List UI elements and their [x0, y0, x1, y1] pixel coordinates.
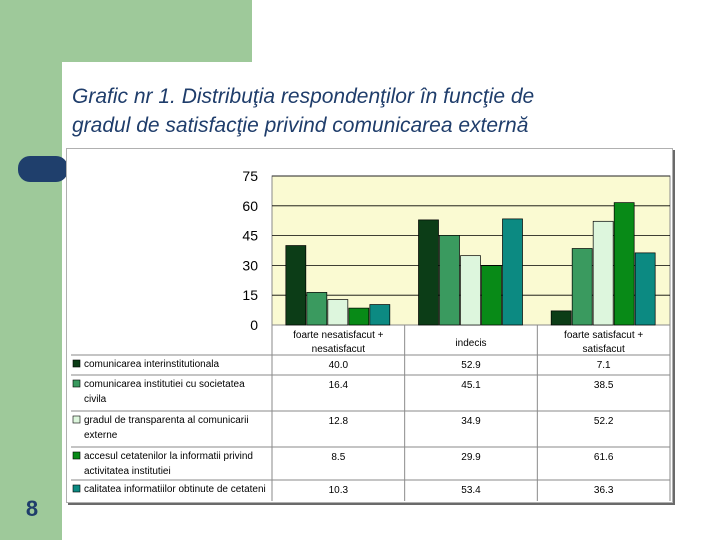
bar — [418, 219, 439, 326]
bar — [306, 292, 328, 326]
data-value-label: 38.5 — [594, 380, 614, 391]
legend-label: activitatea institutiei — [84, 466, 171, 477]
data-value-label: 53.4 — [461, 485, 481, 496]
legend-swatch — [72, 484, 81, 493]
y-tick-label: 75 — [242, 168, 258, 184]
data-value-label: 52.2 — [594, 416, 614, 427]
legend-label: calitatea informatiilor obtinute de ceta… — [84, 484, 266, 495]
category-label: foarte nesatisfacut + — [293, 330, 383, 341]
data-value-label: 34.9 — [461, 416, 481, 427]
bar — [634, 252, 656, 326]
y-tick-label: 45 — [242, 228, 258, 244]
bar — [285, 245, 307, 326]
category-label: satisfacut — [583, 344, 625, 355]
bar — [348, 307, 370, 326]
bar — [571, 248, 593, 326]
legend-label: externe — [84, 430, 118, 441]
slide-title-line-1: Grafic nr 1. Distribuţia respondenţilor … — [72, 85, 535, 108]
page-number: 8 — [25, 496, 39, 521]
y-tick-label: 30 — [242, 257, 258, 273]
legend-label: civila — [84, 394, 107, 405]
legend-swatch — [72, 359, 81, 368]
bar — [550, 310, 572, 326]
chart-frame: 0 15 30 45 60 75 foarte nesatisfacut + nesatisf… — [66, 148, 673, 503]
data-value-label: 12.8 — [329, 416, 349, 427]
slide-title-line-2: gradul de satisfacţie privind comunicare… — [72, 114, 529, 137]
legend-label: accesul cetatenilor la informatii privin… — [84, 451, 253, 462]
data-value-label: 61.6 — [594, 452, 614, 463]
bar — [613, 202, 635, 326]
data-value-label: 10.3 — [329, 485, 349, 496]
legend-swatch — [72, 415, 81, 424]
data-value-label: 45.1 — [461, 380, 481, 391]
category-label: nesatisfacut — [312, 344, 366, 355]
decor-band-left — [0, 0, 62, 540]
bar — [327, 299, 349, 326]
legend-label: comunicarea institutiei cu societatea — [84, 379, 245, 390]
legend-swatch — [72, 451, 81, 460]
data-value-label: 8.5 — [331, 452, 345, 463]
legend-label: gradul de transparenta al comunicarii — [84, 415, 249, 426]
y-tick-label: 60 — [242, 198, 258, 214]
data-value-label: 36.3 — [594, 485, 614, 496]
category-label: foarte satisfacut + — [564, 330, 643, 341]
legend-swatch — [72, 379, 81, 388]
bar — [369, 304, 391, 326]
bar — [460, 255, 481, 326]
y-tick-label: 0 — [250, 317, 258, 333]
bar-chart: 0 15 30 45 60 75 foarte nesatisfacut + nesatisf… — [71, 168, 671, 501]
legend-label: comunicarea interinstitutionala — [84, 359, 220, 370]
bar — [502, 218, 523, 326]
slide-title: Grafic nr 1. Distribuţia respondenţilor … — [72, 82, 692, 140]
data-value-label: 29.9 — [461, 452, 481, 463]
category-label: indecis — [455, 338, 486, 349]
y-tick-label: 15 — [242, 287, 258, 303]
bar — [592, 220, 614, 326]
data-value-label: 52.9 — [461, 360, 481, 371]
bar — [481, 265, 502, 326]
data-value-label: 16.4 — [329, 380, 349, 391]
bar — [439, 235, 460, 326]
data-value-label: 7.1 — [597, 360, 611, 371]
decor-tab — [18, 156, 68, 182]
data-value-label: 40.0 — [329, 360, 349, 371]
